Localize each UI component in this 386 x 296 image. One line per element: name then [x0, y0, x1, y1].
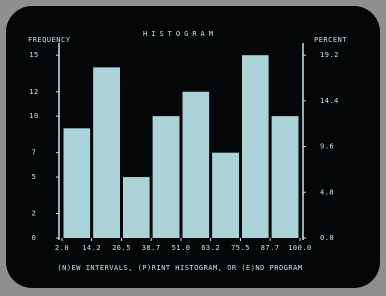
bar: [272, 116, 299, 238]
bar: [153, 116, 180, 238]
y2-tick-label: 14.4: [320, 97, 339, 105]
bar: [123, 177, 150, 238]
y2-tick-label: 9.6: [320, 143, 334, 151]
y2-tick-label: 0.0: [320, 234, 334, 242]
bar: [183, 92, 210, 238]
x-tick-label: 14.2: [82, 244, 101, 252]
page: {"chart_data": { "type": "histogram", "t…: [0, 0, 386, 292]
y-tick-label: 5: [32, 173, 37, 181]
y2-axis-label: PERCENT: [314, 36, 347, 44]
bar: [64, 128, 91, 238]
y2-tick-label: 4.8: [320, 188, 334, 196]
y2-tick-label: 19.2: [320, 51, 339, 59]
bar: [212, 153, 239, 238]
y-tick-label: 0: [32, 234, 37, 242]
x-tick-label: 63.2: [201, 244, 220, 252]
bar: [242, 55, 269, 238]
y-tick-label: 10: [29, 112, 38, 120]
screen-photo: HISTOGRAM FREQUENCY PERCENT (N)EW INTERV…: [0, 0, 386, 292]
y-tick-label: 2: [32, 210, 37, 218]
y-tick-label: 12: [29, 88, 38, 96]
y-axis-label: FREQUENCY: [28, 36, 71, 44]
x-tick-label: 51.0: [172, 244, 191, 252]
x-tick-label: 75.5: [231, 244, 250, 252]
y-tick-label: 15: [29, 51, 38, 59]
prompt-text: (N)EW INTERVALS, (P)RINT HISTOGRAM, OR (…: [57, 264, 302, 272]
y-tick-label: 7: [32, 149, 37, 157]
x-tick-label: 87.7: [261, 244, 280, 252]
chart-title: HISTOGRAM: [143, 30, 217, 38]
x-tick-label: 26.5: [112, 244, 131, 252]
x-tick-label: 2.0: [55, 244, 69, 252]
x-tick-label: 100.0: [288, 244, 312, 252]
x-tick-label: 38.7: [142, 244, 161, 252]
bar: [93, 67, 120, 238]
